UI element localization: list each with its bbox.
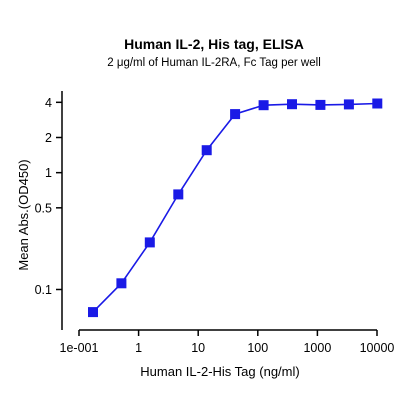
axes [61,91,377,331]
data-point [230,109,241,120]
data-point [287,99,297,110]
y-tick-label: 0.5 [35,201,52,215]
series-line [92,102,378,313]
data-point [173,189,184,200]
y-tick-label: 4 [45,96,52,110]
chart-title: Human IL-2, His tag, ELISA [124,36,304,52]
y-tick-label: 1 [45,166,52,180]
y-axis-ticks: 0.1 0.5 1 2 4 [35,96,62,297]
y-tick-label: 2 [45,131,52,145]
data-point [88,307,98,318]
x-tick-label: 100 [247,341,268,355]
chart-subtitle: 2 μg/ml of Human IL-2RA, Fc Tag per well [107,57,321,69]
data-point [201,145,212,156]
x-tick-label: 10 [191,341,205,355]
series-layer [88,98,383,318]
x-tick-label: 1000 [303,341,331,355]
x-tick-label: 1e-001 [60,341,99,355]
x-tick-label: 10000 [360,341,395,355]
data-point [372,98,383,109]
data-point [116,278,127,289]
x-axis-label: Human IL-2-His Tag (ng/ml) [140,364,299,379]
y-tick-label: 0.1 [35,283,52,297]
data-point [144,237,155,248]
y-axis-label: Mean Abs.(OD450) [16,159,31,270]
x-axis-ticks: 1e-001 1 10 100 1000 10000 [60,330,395,355]
x-tick-label: 1 [135,341,142,355]
data-point [343,99,354,110]
data-point [258,100,269,111]
data-point [315,99,326,110]
